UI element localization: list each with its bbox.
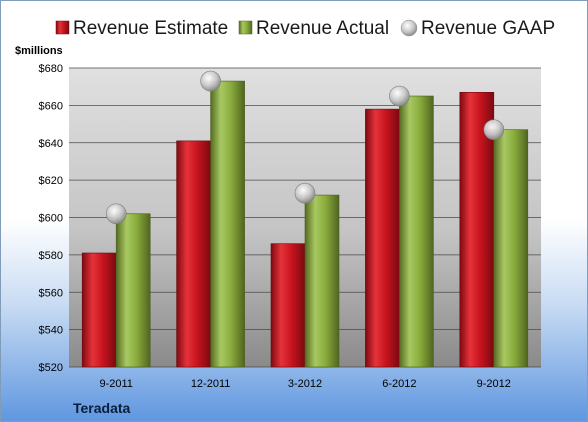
bar-revenue-actual-6-2012 xyxy=(399,95,434,368)
bars xyxy=(81,80,529,368)
y-tick-label: $580 xyxy=(39,250,63,262)
marker-revenue-gaap-9-2011 xyxy=(105,203,127,225)
bar-revenue-actual-12-2011 xyxy=(210,80,245,368)
legend-swatch-revenue-actual xyxy=(238,20,253,35)
x-tick-label: 6-2012 xyxy=(382,378,416,390)
marker-revenue-gaap-3-2012 xyxy=(294,182,316,204)
y-tick-label: $600 xyxy=(39,213,63,225)
y-tick-labels: $520 $540 $560 $580 $600 $620 $640 $660 $680 xyxy=(39,63,63,374)
bar-revenue-estimate-6-2012 xyxy=(365,108,400,368)
legend-label-revenue-gaap: Revenue GAAP xyxy=(421,18,555,39)
bar-revenue-estimate-9-2012 xyxy=(459,91,495,368)
y-tick-label: $560 xyxy=(39,287,63,299)
legend-label-revenue-estimate: Revenue Estimate xyxy=(73,18,228,39)
legend-label-revenue-actual: Revenue Actual xyxy=(256,18,389,39)
legend: Revenue Estimate Revenue Actual Revenue … xyxy=(55,18,555,39)
x-tick-label: 3-2012 xyxy=(288,378,322,390)
company-label: Teradata xyxy=(73,400,131,416)
y-tick-label: $540 xyxy=(39,325,63,337)
marker-revenue-gaap-12-2011 xyxy=(200,70,221,92)
legend-swatch-revenue-gaap xyxy=(400,19,418,37)
y-axis-unit-label: $millions xyxy=(15,45,63,57)
y-tick-label: $620 xyxy=(39,175,63,187)
bar-revenue-estimate-3-2012 xyxy=(270,243,306,368)
x-tick-label: 9-2011 xyxy=(99,378,132,390)
x-tick-label: 12-2011 xyxy=(191,378,231,390)
legend-item-revenue-actual: Revenue Actual xyxy=(238,18,389,39)
legend-swatch-revenue-estimate xyxy=(55,20,70,35)
bar-revenue-estimate-9-2011 xyxy=(81,252,117,368)
marker-revenue-gaap-9-2012 xyxy=(483,119,505,140)
x-tick-labels: 9-2011 12-2011 3-2012 6-2012 9-2012 xyxy=(99,378,510,390)
y-tick-label: $660 xyxy=(39,100,63,112)
legend-item-revenue-gaap: Revenue GAAP xyxy=(400,18,555,39)
marker-revenue-gaap-6-2012 xyxy=(389,85,410,107)
y-tick-label: $640 xyxy=(39,138,63,150)
bar-revenue-actual-3-2012 xyxy=(304,194,340,368)
x-tick-label: 9-2012 xyxy=(477,378,511,390)
y-tick-label: $520 xyxy=(39,362,63,374)
bar-revenue-estimate-12-2011 xyxy=(176,140,211,368)
bar-revenue-actual-9-2011 xyxy=(115,213,151,368)
y-tick-label: $680 xyxy=(39,63,63,75)
bar-revenue-actual-9-2012 xyxy=(493,129,529,368)
legend-item-revenue-estimate: Revenue Estimate xyxy=(55,18,228,39)
gaap-markers xyxy=(105,70,505,225)
